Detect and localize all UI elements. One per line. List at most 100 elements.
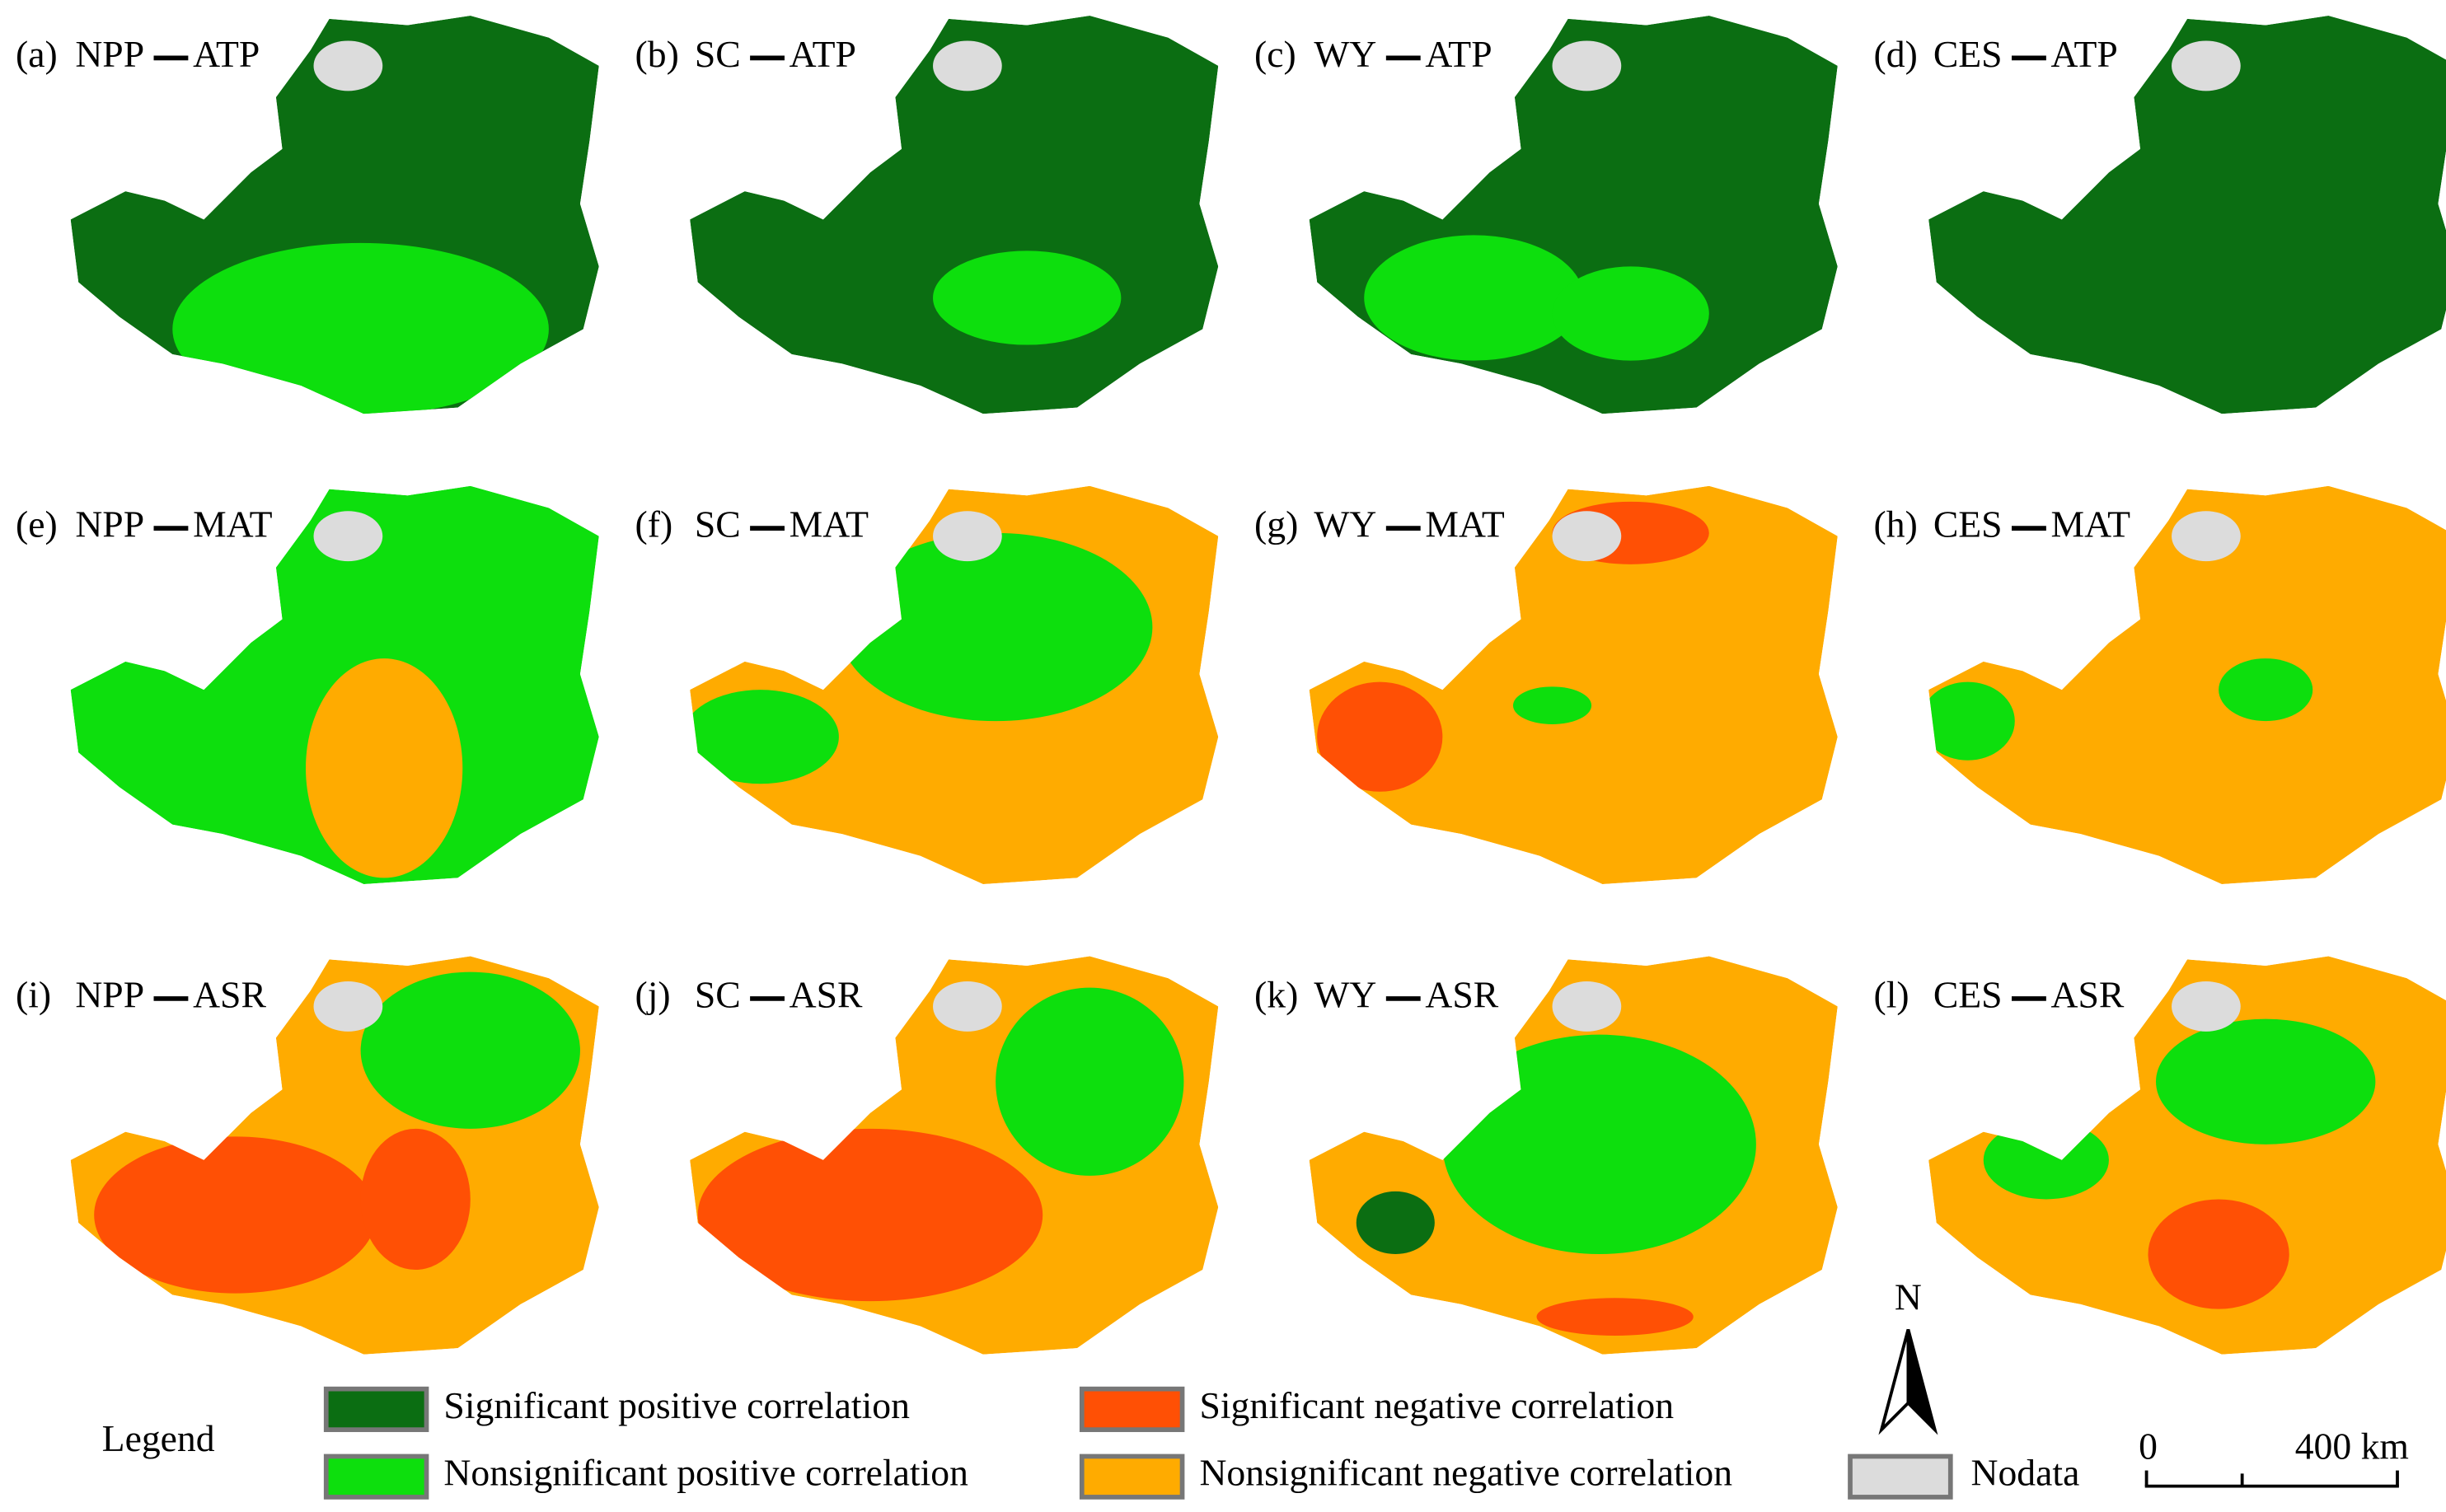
panel-factor: ATP [790, 33, 856, 75]
patch [1512, 686, 1592, 724]
map-panel: (b) SC ATP [635, 16, 1219, 414]
nodata-patch [1552, 511, 1622, 562]
scale-label: 400 km [2295, 1425, 2409, 1467]
map-fill [70, 16, 599, 414]
map-panel: (j) SC ASR [635, 956, 1219, 1355]
panel-service: WY [1314, 33, 1376, 75]
map-panel: (c) WY ATP [1254, 16, 1838, 414]
nodata-patch [933, 40, 1002, 91]
nodata-patch [1552, 981, 1622, 1032]
panel-id: (j) [635, 973, 671, 1015]
patch [360, 1128, 471, 1271]
panel-id: (g) [1254, 503, 1298, 545]
patch [996, 987, 1184, 1176]
panel-factor: MAT [193, 503, 273, 545]
panel-id: (a) [16, 33, 58, 75]
legend-swatch [1848, 1453, 1953, 1500]
legend-label: Nonsignificant positive correlation [443, 1452, 968, 1494]
scale-label: 0 [2139, 1425, 2158, 1467]
legend-title: Legend [102, 1417, 215, 1459]
panel-factor: ASR [790, 973, 863, 1015]
panel-factor: ASR [2051, 973, 2125, 1015]
map-fill [1309, 956, 1838, 1355]
map-fill [1928, 485, 2446, 885]
map-fill [70, 956, 599, 1355]
patch [1536, 1298, 1694, 1336]
patch [1552, 266, 1709, 361]
map-panel: (l) CES ASR [1874, 956, 2446, 1355]
scale-bar: 0 400 km [2139, 1425, 2409, 1488]
nodata-patch [2172, 40, 2241, 91]
map-panel: (e) NPP MAT [16, 485, 599, 885]
map-fill [1928, 956, 2446, 1355]
patch [1983, 1121, 2109, 1200]
nodata-patch [1552, 40, 1622, 91]
panel-id: (c) [1254, 33, 1296, 75]
map-fill [1928, 16, 2446, 414]
panel-service: CES [1933, 33, 2003, 75]
patch [933, 250, 1122, 345]
patch [172, 242, 549, 414]
patch [1928, 681, 2015, 761]
panel-service: WY [1314, 503, 1376, 545]
north-label: N [1895, 1276, 1922, 1318]
panel-id: (e) [16, 503, 58, 545]
legend-label: Significant negative correlation [1199, 1384, 1674, 1426]
patch [94, 1136, 377, 1294]
legend-swatch [1079, 1386, 1185, 1432]
panel-id: (i) [16, 973, 51, 1015]
map-panel: (d) CES ATP [1874, 16, 2446, 414]
panel-id: (d) [1874, 33, 1918, 75]
panel-factor: ATP [2051, 33, 2118, 75]
patch [2219, 658, 2313, 722]
panel-service: NPP [75, 503, 144, 545]
legend-swatch [1079, 1453, 1185, 1500]
map-panel: (k) WY ASR [1254, 956, 1838, 1355]
patch [690, 690, 839, 784]
panel-factor: ATP [193, 33, 260, 75]
legend-label: Significant positive correlation [443, 1384, 910, 1426]
panel-id: (l) [1874, 973, 1909, 1015]
map-panel: (f) SC MAT [635, 485, 1219, 885]
legend-swatch [323, 1453, 429, 1500]
map-fill [70, 485, 599, 885]
panel-service: WY [1314, 973, 1376, 1015]
nodata-patch [2172, 511, 2241, 562]
north-arrow: N [1878, 1276, 1938, 1435]
panel-service: SC [695, 33, 741, 75]
panel-factor: ASR [193, 973, 266, 1015]
panel-service: NPP [75, 973, 144, 1015]
legend-label: Nodata [1971, 1452, 2080, 1494]
patch [2148, 1199, 2289, 1309]
legend-swatch [323, 1386, 429, 1432]
patch [360, 971, 580, 1129]
patch [697, 1128, 1043, 1302]
legend-label: Nonsignificant negative correlation [1199, 1452, 1732, 1494]
patch [1442, 1034, 1756, 1255]
nodata-patch [313, 511, 383, 562]
nodata-patch [933, 981, 1002, 1032]
patch [1317, 681, 1443, 792]
nodata-patch [933, 511, 1002, 562]
map-fill [690, 956, 1219, 1355]
nodata-patch [313, 40, 383, 91]
panel-service: SC [695, 973, 741, 1015]
map-fill [690, 485, 1219, 885]
panel-service: CES [1933, 503, 2003, 545]
panel-factor: ASR [1425, 973, 1498, 1015]
patch [2156, 1018, 2376, 1145]
panel-factor: MAT [1425, 503, 1505, 545]
panel-service: CES [1933, 973, 2003, 1015]
panel-id: (k) [1254, 973, 1298, 1015]
map-panel: (i) NPP ASR [16, 956, 599, 1355]
panel-id: (b) [635, 33, 679, 75]
panel-factor: MAT [790, 503, 869, 545]
patch [1364, 235, 1584, 361]
panel-service: SC [695, 503, 741, 545]
panel-factor: MAT [2051, 503, 2131, 545]
map-fill [1309, 16, 1838, 414]
patch [1356, 1191, 1435, 1255]
nodata-patch [313, 981, 383, 1032]
map-fill [690, 16, 1219, 414]
